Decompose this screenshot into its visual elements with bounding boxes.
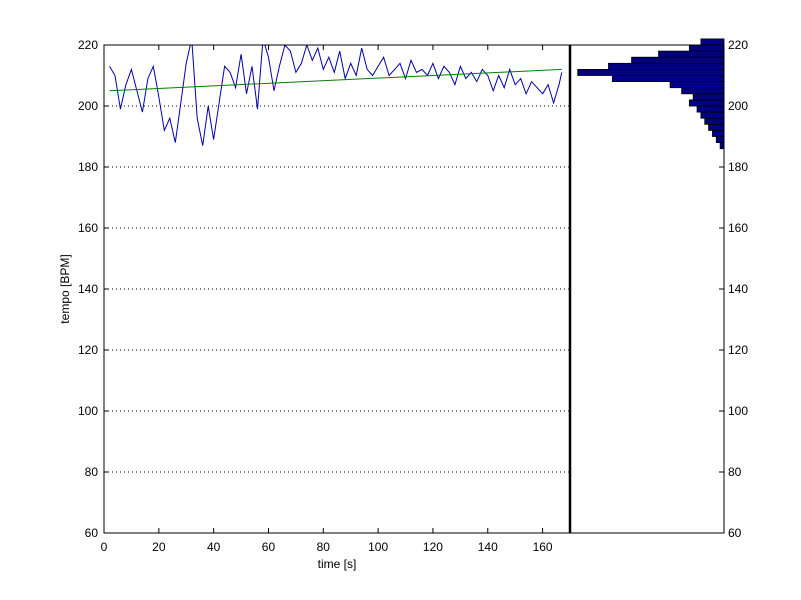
histogram-bar [631, 56, 725, 64]
x-tick-label: 120 [423, 540, 443, 554]
histogram-bar [719, 142, 725, 150]
histogram-bar [715, 136, 725, 143]
x-tick-label: 60 [262, 540, 276, 554]
histogram-bar [681, 87, 725, 95]
y-tick-label: 200 [78, 99, 98, 113]
main-x-ticks: 0 20 40 60 80 100 120 140 160 [101, 45, 553, 554]
x-tick-label: 40 [207, 540, 221, 554]
histogram-bar [704, 117, 725, 125]
series-line-1 [109, 45, 563, 146]
y-tick-label: 120 [78, 343, 98, 357]
y-tick-label: 220 [78, 38, 98, 52]
histogram-bar [688, 44, 725, 52]
histogram-bar [712, 129, 725, 137]
histogram-bar [577, 69, 725, 76]
histogram-bar [708, 123, 725, 131]
y-tick-label: 140 [78, 282, 98, 296]
hist-y-tick-label: 100 [728, 404, 748, 418]
x-tick-label: 0 [101, 540, 108, 554]
hist-y-tick-label: 140 [728, 282, 748, 296]
hist-y-tick-label: 200 [728, 99, 748, 113]
y-tick-label: 60 [85, 526, 99, 540]
hist-y-tick-label: 80 [728, 465, 742, 479]
histogram-y-ticks: 60 80 100 120 140 160 180 200 220 [719, 38, 748, 540]
series-line-2 [109, 68, 562, 92]
x-tick-label: 80 [317, 540, 331, 554]
x-axis-label: time [s] [318, 557, 357, 571]
histogram-bar [669, 81, 725, 89]
main-y-ticks: 60 80 100 120 140 160 180 200 220 [78, 38, 109, 540]
y-tick-label: 160 [78, 221, 98, 235]
main-gridlines [104, 105, 570, 473]
hist-y-tick-label: 180 [728, 160, 748, 174]
histogram-bars [577, 38, 725, 150]
y-tick-label: 80 [85, 465, 99, 479]
histogram-bar [700, 111, 725, 119]
y-tick-label: 100 [78, 404, 98, 418]
histogram-plot: 60 80 100 120 140 160 180 200 220 [568, 38, 748, 540]
main-series-group [109, 45, 563, 146]
hist-y-tick-label: 60 [728, 526, 742, 540]
y-axis-label: tempo [BPM] [58, 254, 72, 323]
hist-y-tick-label: 120 [728, 343, 748, 357]
hist-y-tick-label: 160 [728, 221, 748, 235]
histogram-bar [611, 75, 725, 82]
y-tick-label: 180 [78, 160, 98, 174]
x-tick-label: 140 [478, 540, 498, 554]
x-tick-label: 160 [533, 540, 553, 554]
x-tick-label: 20 [152, 540, 166, 554]
histogram-bar [658, 50, 725, 58]
hist-y-tick-label: 220 [728, 38, 748, 52]
histogram-bar [608, 62, 725, 70]
histogram-bar [700, 38, 725, 46]
histogram-bar [688, 99, 725, 107]
histogram-bar [696, 105, 725, 113]
x-tick-label: 100 [368, 540, 388, 554]
histogram-bar [692, 93, 725, 101]
